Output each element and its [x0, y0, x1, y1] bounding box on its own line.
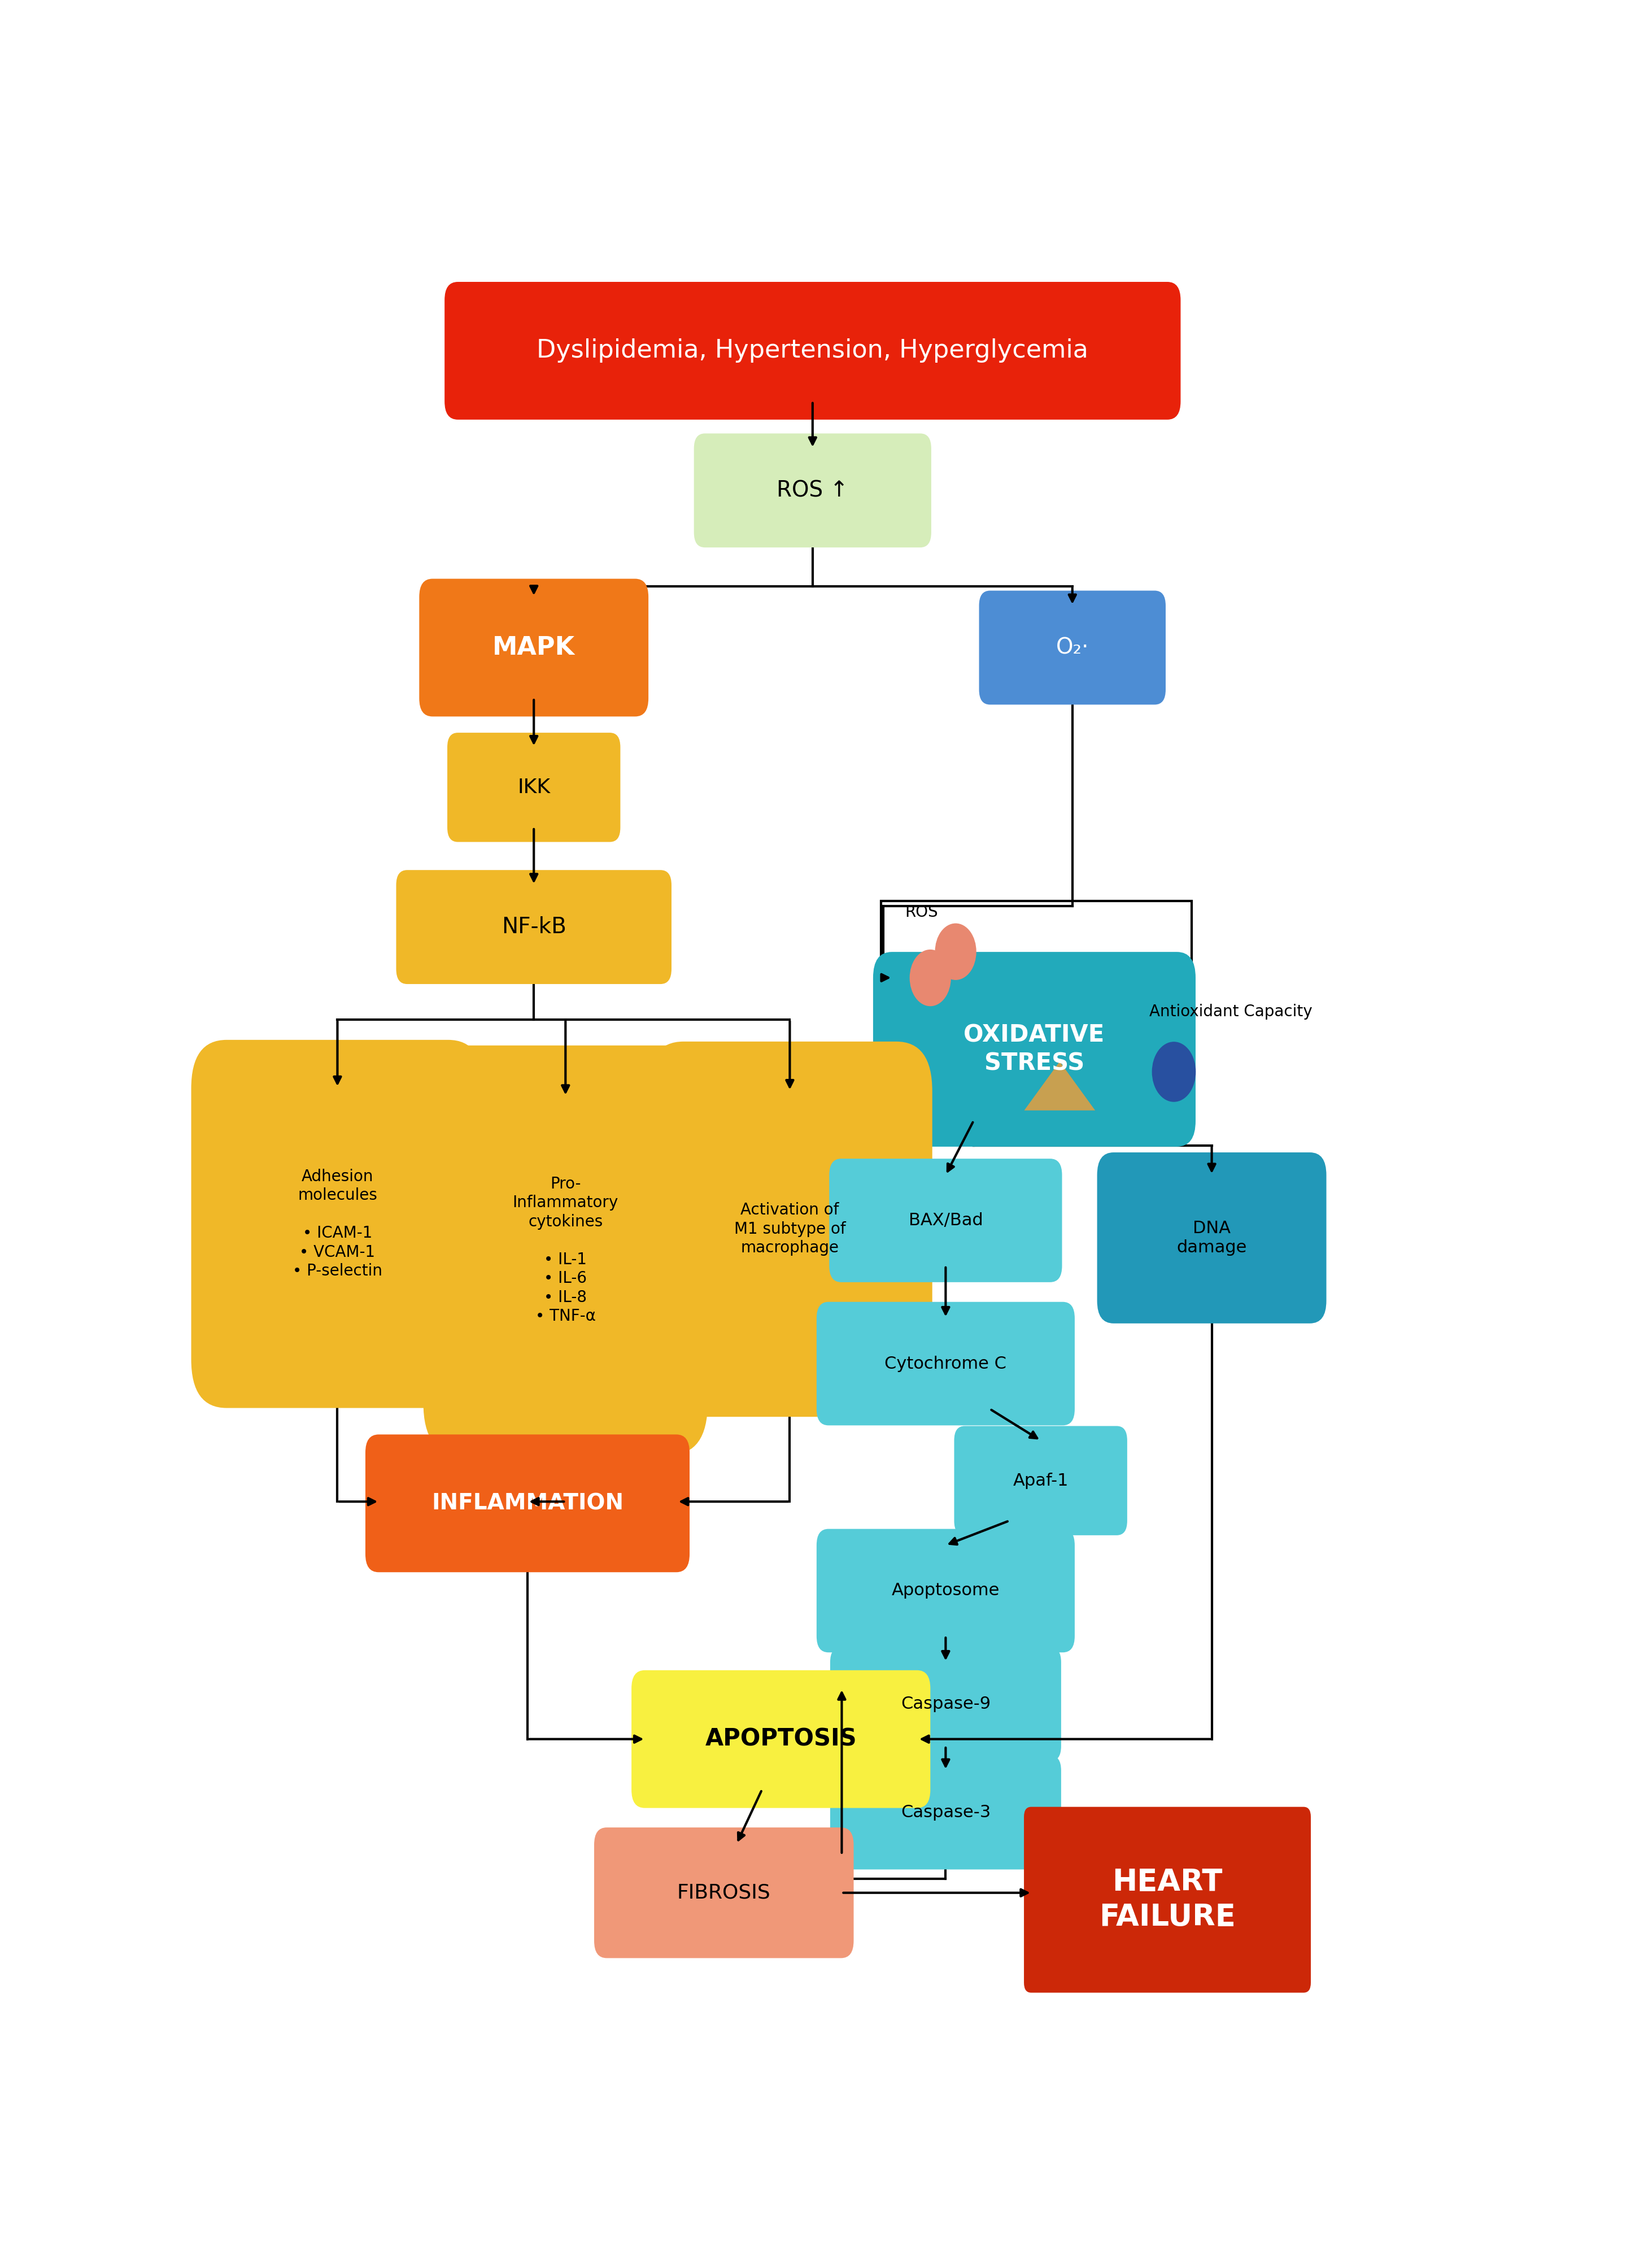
Text: Pro-
Inflammatory
cytokines

• IL-1
• IL-6
• IL-8
• TNF-α: Pro- Inflammatory cytokines • IL-1 • IL-…	[513, 1177, 618, 1325]
Text: OXIDATIVE
STRESS: OXIDATIVE STRESS	[963, 1023, 1105, 1075]
Bar	[881, 900, 1192, 1120]
Text: Apoptosome: Apoptosome	[891, 1583, 999, 1599]
Text: ROS ↑: ROS ↑	[777, 481, 849, 501]
FancyBboxPatch shape	[445, 281, 1180, 420]
FancyBboxPatch shape	[831, 1755, 1061, 1869]
FancyBboxPatch shape	[1024, 1808, 1311, 1994]
FancyBboxPatch shape	[829, 1159, 1063, 1281]
Text: BAX/Bad: BAX/Bad	[909, 1211, 983, 1229]
FancyBboxPatch shape	[816, 1529, 1074, 1653]
Text: Cytochrome C: Cytochrome C	[885, 1356, 1007, 1372]
Circle shape	[911, 950, 950, 1005]
Text: HEART
FAILURE: HEART FAILURE	[1099, 1867, 1236, 1932]
Text: IKK: IKK	[517, 778, 551, 796]
Text: INFLAMMATION: INFLAMMATION	[432, 1492, 623, 1515]
Text: NF-kB: NF-kB	[502, 916, 566, 937]
FancyBboxPatch shape	[631, 1669, 930, 1808]
Circle shape	[1153, 1041, 1195, 1102]
FancyBboxPatch shape	[423, 1046, 708, 1454]
FancyBboxPatch shape	[191, 1039, 484, 1408]
Circle shape	[935, 923, 976, 980]
FancyBboxPatch shape	[831, 1647, 1061, 1762]
FancyBboxPatch shape	[1097, 1152, 1326, 1325]
Text: DNA
damage: DNA damage	[1177, 1220, 1248, 1256]
FancyBboxPatch shape	[816, 1302, 1074, 1424]
FancyBboxPatch shape	[419, 578, 649, 717]
Text: APOPTOSIS: APOPTOSIS	[705, 1728, 857, 1751]
FancyBboxPatch shape	[647, 1041, 932, 1418]
Polygon shape	[1024, 1061, 1095, 1111]
Text: Antioxidant Capacity: Antioxidant Capacity	[1149, 1005, 1313, 1018]
FancyBboxPatch shape	[693, 433, 932, 547]
Text: FIBROSIS: FIBROSIS	[677, 1882, 770, 1903]
Text: Caspase-9: Caspase-9	[901, 1696, 991, 1712]
Text: Adhesion
molecules

• ICAM-1
• VCAM-1
• P-selectin: Adhesion molecules • ICAM-1 • VCAM-1 • P…	[293, 1168, 383, 1279]
Text: ROS: ROS	[904, 905, 938, 921]
FancyBboxPatch shape	[448, 733, 620, 841]
FancyBboxPatch shape	[396, 871, 672, 984]
FancyBboxPatch shape	[955, 1427, 1127, 1535]
FancyBboxPatch shape	[365, 1433, 690, 1572]
Text: O₂·: O₂·	[1056, 637, 1089, 658]
Text: Dyslipidemia, Hypertension, Hyperglycemia: Dyslipidemia, Hypertension, Hyperglycemi…	[536, 338, 1089, 363]
Text: Caspase-3: Caspase-3	[901, 1805, 991, 1821]
FancyBboxPatch shape	[979, 590, 1166, 705]
FancyBboxPatch shape	[873, 953, 1195, 1148]
FancyBboxPatch shape	[594, 1828, 853, 1957]
Text: MAPK: MAPK	[492, 635, 576, 660]
Text: Activation of
M1 subtype of
macrophage: Activation of M1 subtype of macrophage	[734, 1202, 845, 1256]
Text: Apaf-1: Apaf-1	[1012, 1472, 1069, 1488]
